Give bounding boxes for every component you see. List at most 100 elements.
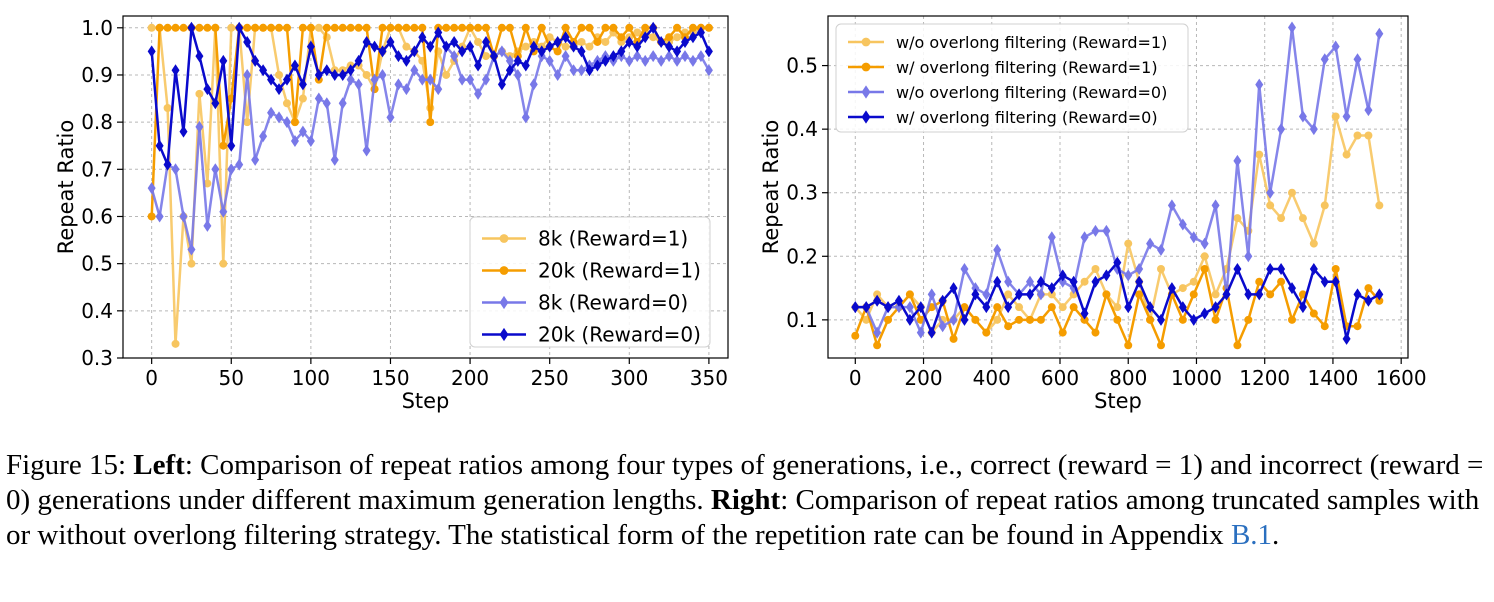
data-point — [362, 35, 371, 48]
data-point — [458, 45, 467, 58]
data-point — [394, 23, 403, 32]
legend-swatch-marker — [861, 37, 871, 47]
data-point — [993, 315, 1002, 324]
data-point — [505, 64, 514, 77]
data-point — [314, 68, 323, 81]
data-point — [553, 68, 562, 81]
data-point — [386, 111, 395, 124]
data-point — [298, 78, 307, 91]
data-point — [1288, 188, 1296, 197]
y-tick-label: 0.8 — [81, 110, 113, 134]
data-point — [537, 23, 546, 32]
data-point — [505, 23, 514, 32]
data-point — [1353, 322, 1362, 331]
y-tick-label: 0.5 — [786, 54, 818, 78]
data-point — [569, 64, 578, 77]
data-point — [982, 301, 991, 314]
data-point — [1211, 290, 1220, 299]
data-point — [916, 326, 925, 339]
data-point — [938, 320, 947, 333]
data-point — [187, 243, 196, 256]
data-point — [949, 313, 958, 326]
data-point — [704, 23, 713, 32]
data-point — [497, 45, 506, 58]
y-tick-label: 0.9 — [81, 63, 113, 87]
data-point — [993, 275, 1002, 288]
data-point — [960, 263, 969, 276]
data-point — [545, 54, 554, 67]
data-point — [1178, 315, 1187, 324]
data-point — [298, 94, 307, 103]
data-point — [1135, 275, 1144, 288]
data-point — [1342, 150, 1351, 159]
data-point — [243, 68, 252, 81]
data-point — [322, 23, 331, 32]
data-point — [163, 103, 172, 112]
data-point — [1222, 288, 1231, 301]
data-point — [894, 294, 903, 307]
data-point — [362, 144, 371, 157]
data-point — [1342, 110, 1351, 123]
x-tick-label: 150 — [371, 366, 409, 390]
data-point — [259, 64, 268, 77]
data-point — [704, 64, 713, 77]
data-point — [163, 23, 172, 32]
legend-swatch-marker — [861, 110, 871, 124]
y-tick-label: 0.6 — [81, 204, 113, 228]
data-point — [1342, 332, 1351, 345]
data-point — [1146, 237, 1155, 250]
data-point — [665, 33, 674, 42]
x-tick-label: 1200 — [1239, 366, 1290, 390]
data-point — [147, 182, 156, 195]
chart-left: 0 50 100 150 200 250 300 350 0.3 0.4 0.5 0.6 0.7 0.8 0… — [54, 15, 729, 413]
data-point — [593, 59, 602, 72]
plot-frame — [122, 15, 729, 359]
series-3 — [147, 21, 713, 171]
data-point — [187, 259, 196, 268]
data-point — [1069, 275, 1078, 288]
data-point — [330, 68, 339, 81]
data-point — [971, 315, 980, 324]
data-point — [1266, 263, 1275, 276]
data-point — [474, 37, 483, 46]
data-point — [553, 35, 562, 48]
data-point — [1288, 315, 1296, 324]
data-point — [187, 21, 196, 34]
data-point — [450, 23, 459, 32]
data-point — [1200, 307, 1209, 320]
data-point — [434, 26, 443, 39]
data-point — [617, 45, 626, 58]
data-point — [993, 243, 1002, 256]
data-point — [1277, 277, 1286, 286]
data-point — [1331, 40, 1340, 53]
data-point — [1189, 277, 1198, 286]
x-tick-label: 0 — [849, 366, 862, 390]
data-point — [155, 139, 164, 152]
data-point — [1200, 265, 1209, 274]
data-point — [1298, 110, 1307, 123]
data-point — [585, 64, 594, 77]
data-point — [370, 73, 379, 86]
data-point — [251, 153, 260, 166]
data-point — [195, 50, 204, 63]
data-point — [466, 73, 475, 86]
data-point — [450, 35, 459, 48]
data-point — [362, 23, 371, 32]
data-point — [960, 313, 969, 326]
data-point — [1047, 290, 1056, 299]
data-point — [458, 73, 467, 86]
x-axis-label: Step — [1094, 389, 1142, 413]
data-point — [665, 50, 674, 63]
x-tick-label: 300 — [610, 366, 648, 390]
data-point — [203, 83, 212, 96]
caption-end: . — [1272, 519, 1280, 551]
data-point — [306, 23, 315, 32]
data-point — [1309, 123, 1318, 136]
appendix-link[interactable]: B.1 — [1230, 519, 1273, 551]
data-point — [601, 54, 610, 67]
data-point — [1288, 21, 1296, 34]
data-point — [585, 23, 594, 32]
data-point — [179, 23, 188, 32]
data-point — [905, 290, 914, 299]
data-point — [1036, 315, 1045, 324]
